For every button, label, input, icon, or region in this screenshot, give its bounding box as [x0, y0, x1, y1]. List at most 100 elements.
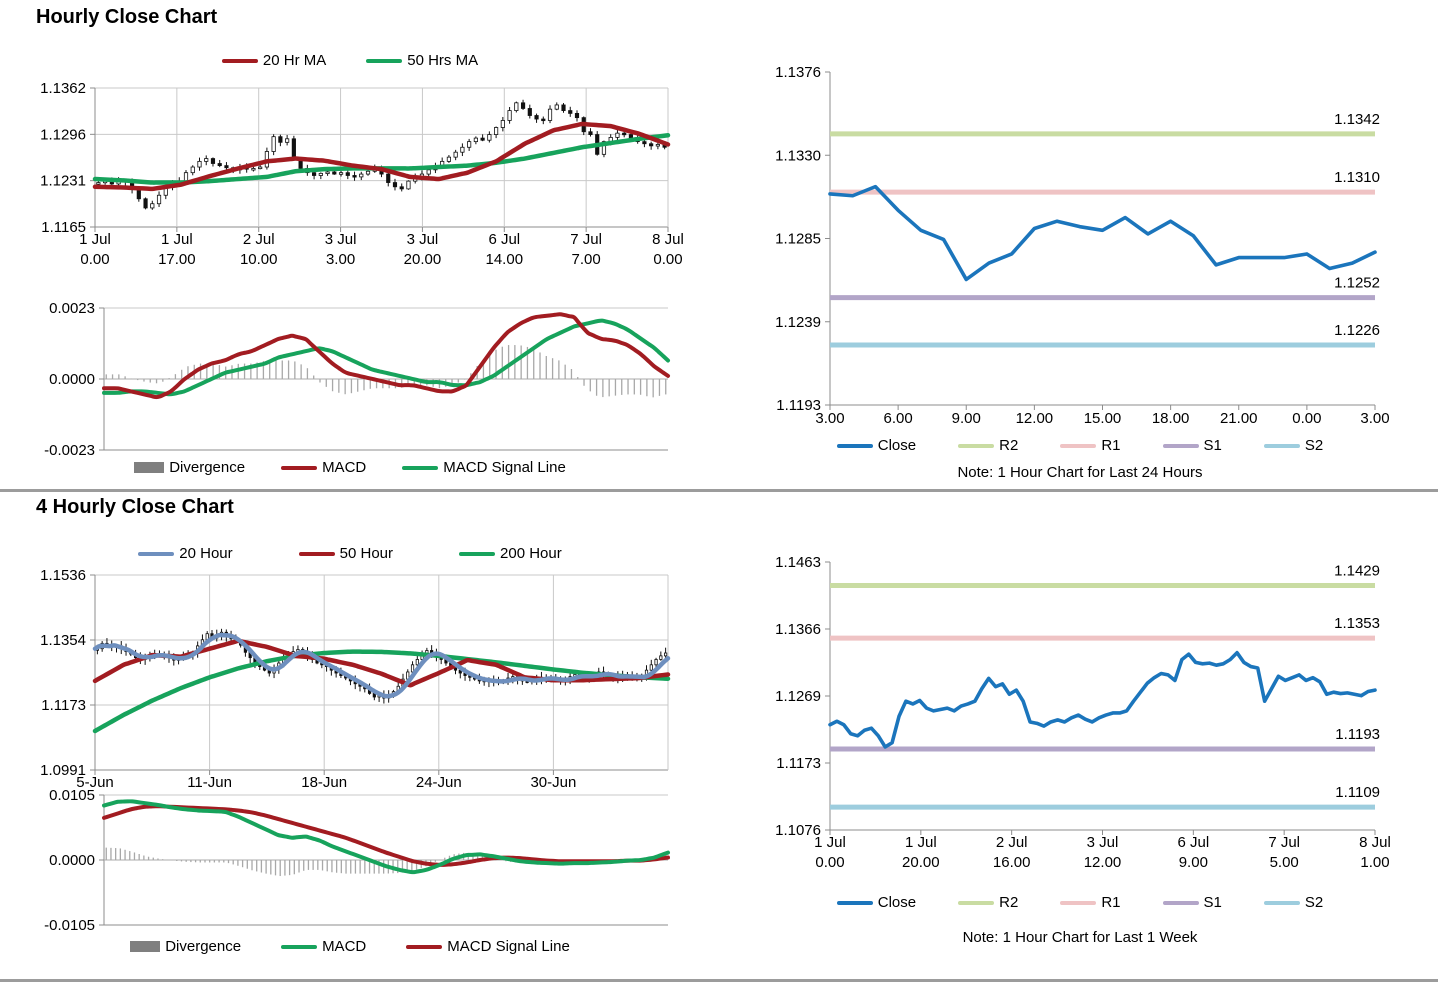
svg-text:7 Jul: 7 Jul	[1268, 834, 1300, 851]
legend-label: S2	[1304, 894, 1324, 911]
svg-text:0.0105: 0.0105	[49, 787, 95, 804]
legend-item: Divergence	[134, 459, 245, 476]
bar-swatch-icon	[130, 941, 161, 952]
svg-text:1.1463: 1.1463	[775, 554, 821, 571]
legend-label: S1	[1203, 437, 1222, 454]
svg-text:24-Jun: 24-Jun	[416, 774, 462, 791]
weekly-chart-note: Note: 1 Hour Chart for Last 1 Week	[962, 929, 1198, 946]
line-swatch-icon	[1162, 443, 1199, 448]
legend-label: MACD	[322, 938, 367, 955]
legend-label: MACD Signal Line	[443, 459, 566, 476]
legend-label: 20 Hour	[179, 545, 233, 562]
legend-label: R2	[999, 437, 1019, 454]
svg-text:1.1076: 1.1076	[775, 822, 821, 839]
legend-label: R1	[1101, 437, 1121, 454]
svg-text:0.00: 0.00	[1292, 410, 1321, 427]
line-swatch-icon	[1263, 443, 1300, 448]
svg-text:0.0000: 0.0000	[49, 852, 95, 869]
legend-item: R2	[958, 894, 1018, 911]
svg-text:15.00: 15.00	[1084, 410, 1122, 427]
svg-text:0.00: 0.00	[653, 251, 682, 268]
legend-label: MACD Signal Line	[447, 938, 570, 955]
legend-label: S1	[1203, 894, 1222, 911]
svg-text:7 Jul: 7 Jul	[570, 231, 602, 248]
svg-text:0.00: 0.00	[80, 251, 109, 268]
svg-text:20.00: 20.00	[404, 251, 442, 268]
svg-text:2 Jul: 2 Jul	[243, 231, 275, 248]
section-divider	[0, 489, 1438, 492]
line-swatch-icon	[1162, 900, 1199, 905]
svg-text:1.1536: 1.1536	[40, 567, 86, 584]
legend-item: Close	[836, 894, 917, 911]
svg-text:1.00: 1.00	[1360, 854, 1389, 871]
svg-text:16.00: 16.00	[993, 854, 1031, 871]
hourly-macd-chart: 0.0023 0.0000 -0.0023	[44, 300, 670, 459]
svg-text:12.00: 12.00	[1016, 410, 1054, 427]
svg-text:3 Jul: 3 Jul	[325, 231, 357, 248]
svg-text:1.1285: 1.1285	[775, 231, 821, 248]
svg-text:0.0000: 0.0000	[49, 371, 95, 388]
svg-text:5-Jun: 5-Jun	[76, 774, 114, 791]
legend-item: 20 Hour	[138, 545, 233, 562]
line-swatch-icon	[1263, 900, 1300, 905]
legend-item: MACD Signal Line	[406, 938, 570, 955]
svg-text:1.1231: 1.1231	[40, 173, 86, 190]
svg-text:1.1354: 1.1354	[40, 632, 86, 649]
legend-item: 50 Hour	[298, 545, 393, 562]
bottom-divider	[0, 979, 1438, 982]
hourly-levels-legend: Close R2 R1 S1 S2	[730, 437, 1430, 454]
svg-text:1.1366: 1.1366	[775, 621, 821, 638]
svg-text:1.1429: 1.1429	[1334, 563, 1380, 580]
svg-text:1.1193: 1.1193	[1335, 726, 1380, 743]
line-swatch-icon	[221, 58, 258, 63]
svg-text:17.00: 17.00	[158, 251, 196, 268]
line-swatch-icon	[281, 944, 318, 949]
svg-text:21.00: 21.00	[1220, 410, 1258, 427]
svg-text:1.1269: 1.1269	[775, 688, 821, 705]
svg-text:1.1362: 1.1362	[40, 80, 86, 97]
four-hourly-section-title: 4 Hourly Close Chart	[36, 496, 234, 518]
svg-text:1.1193: 1.1193	[776, 397, 821, 414]
hourly-chart-note: Note: 1 Hour Chart for Last 24 Hours	[957, 464, 1203, 481]
line-swatch-icon	[958, 900, 995, 905]
legend-item: MACD	[281, 459, 366, 476]
svg-text:12.00: 12.00	[1084, 854, 1122, 871]
svg-text:1.1109: 1.1109	[1335, 784, 1380, 801]
legend-label: 20 Hr MA	[262, 52, 327, 69]
legend-item: S2	[1263, 894, 1324, 911]
legend-item: MACD Signal Line	[402, 459, 566, 476]
legend-item: 200 Hour	[459, 545, 562, 562]
legend-item: Close	[836, 437, 916, 454]
legend-label: R2	[999, 894, 1019, 911]
svg-text:1.1173: 1.1173	[776, 755, 821, 772]
svg-text:1.1226: 1.1226	[1334, 322, 1380, 339]
svg-text:3.00: 3.00	[326, 251, 355, 268]
weekly-levels-legend: Close R2 R1 S1 S2	[730, 894, 1430, 911]
legend-item: MACD	[281, 938, 366, 955]
line-swatch-icon	[836, 900, 873, 905]
svg-text:5.00: 5.00	[1270, 854, 1299, 871]
svg-text:3 Jul: 3 Jul	[1087, 834, 1119, 851]
svg-text:-0.0023: -0.0023	[44, 442, 95, 459]
svg-text:11-Jun: 11-Jun	[187, 774, 232, 791]
svg-text:10.00: 10.00	[240, 251, 278, 268]
legend-label: Close	[877, 894, 917, 911]
svg-text:1.1310: 1.1310	[1334, 169, 1380, 186]
legend-item: 50 Hrs MA	[366, 52, 478, 69]
svg-text:1.0991: 1.0991	[40, 762, 86, 779]
line-swatch-icon	[836, 443, 873, 448]
svg-text:8 Jul: 8 Jul	[1359, 834, 1391, 851]
svg-text:1.1342: 1.1342	[1334, 111, 1380, 128]
legend-label: R1	[1101, 894, 1121, 911]
svg-text:6 Jul: 6 Jul	[1177, 834, 1209, 851]
svg-text:9.00: 9.00	[952, 410, 981, 427]
svg-text:1.1165: 1.1165	[41, 219, 86, 236]
four-hourly-macd-legend: Divergence MACD MACD Signal Line	[20, 938, 680, 955]
svg-text:3.00: 3.00	[1360, 410, 1389, 427]
svg-text:1 Jul: 1 Jul	[905, 834, 937, 851]
svg-text:1 Jul: 1 Jul	[814, 834, 846, 851]
